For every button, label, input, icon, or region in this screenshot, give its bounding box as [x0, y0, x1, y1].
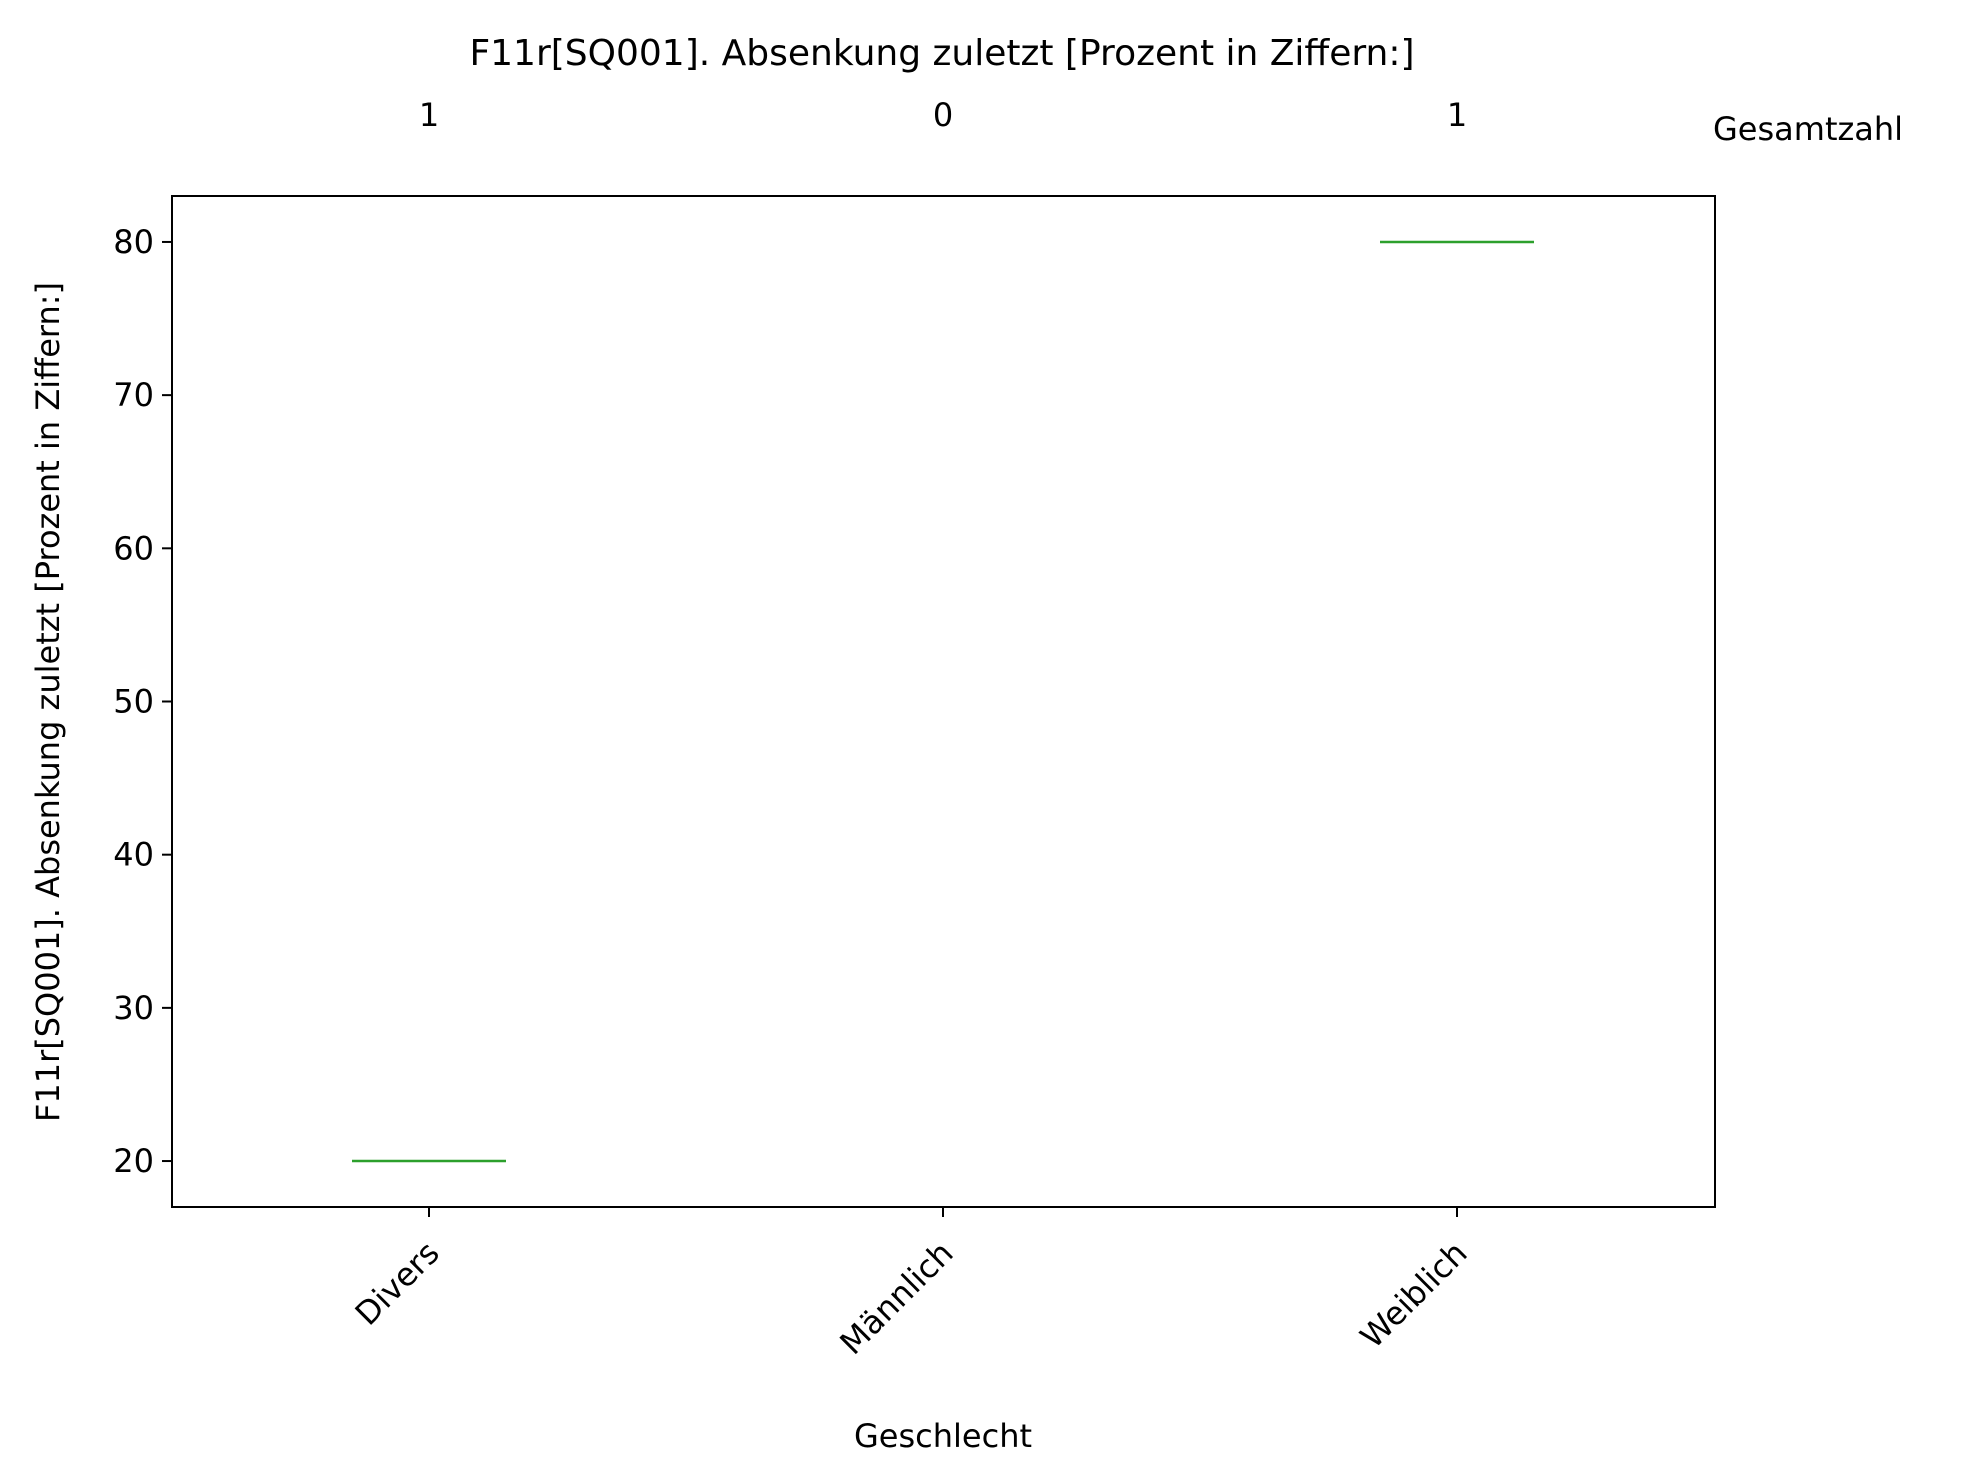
y-tick-label: 30: [113, 989, 154, 1027]
count-label: 0: [933, 96, 953, 134]
y-axis: 20 30 40 50 60 70 80: [113, 223, 172, 1180]
count-label: 1: [419, 96, 439, 134]
x-axis: Divers Männlich Weiblich: [348, 1207, 1475, 1362]
y-tick-label: 60: [113, 529, 154, 567]
y-tick-label: 50: [113, 683, 154, 721]
y-axis-label: F11r[SQ001]. Absenkung zuletzt [Prozent …: [29, 282, 67, 1122]
counts-label: Gesamtzahl: [1713, 110, 1903, 148]
x-tick-label: Divers: [348, 1234, 447, 1333]
chart-title: F11r[SQ001]. Absenkung zuletzt [Prozent …: [469, 33, 1414, 74]
x-axis-label: Geschlecht: [854, 1417, 1032, 1455]
y-tick-label: 70: [113, 376, 154, 414]
plot-area: [171, 195, 1716, 1208]
y-tick-label: 80: [113, 223, 154, 261]
x-tick-label: Weiblich: [1353, 1234, 1475, 1356]
counts-group: 1 0 1: [419, 96, 1467, 134]
y-tick-label: 20: [113, 1142, 154, 1180]
x-tick-label: Männlich: [832, 1234, 960, 1362]
y-tick-label: 40: [113, 836, 154, 874]
box-marks: [352, 240, 1534, 1163]
count-label: 1: [1447, 96, 1467, 134]
